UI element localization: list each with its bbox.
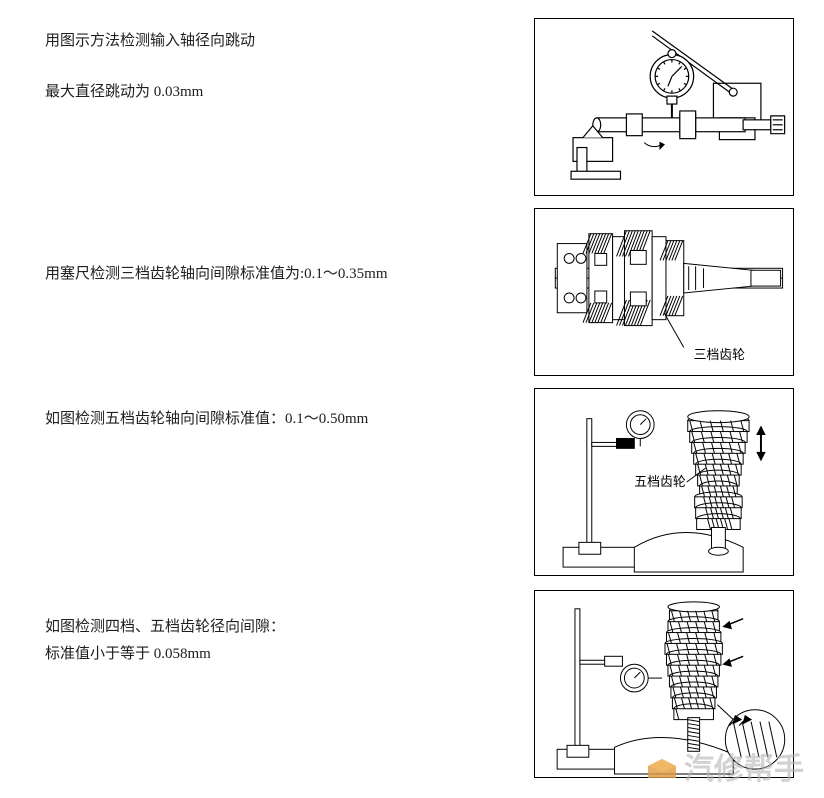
text-line: 如图检测四档、五档齿轮径向间隙： — [45, 614, 534, 641]
diagram-col-1: 三档齿轮 — [534, 196, 794, 376]
text-line — [45, 67, 534, 79]
diagram-vertical-gear-stack: 五档齿轮 — [534, 388, 794, 576]
diagram-dial-indicator-shaft — [534, 18, 794, 196]
instruction-row-2: 如图检测五档齿轮轴向间隙标准值：0.1～0.50mm — [0, 376, 824, 576]
instruction-text-1: 用塞尺检测三档齿轮轴向间隙标准值为:0.1～0.35mm — [45, 196, 534, 288]
instruction-row-1: 用塞尺检测三档齿轮轴向间隙标准值为:0.1～0.35mm — [0, 196, 824, 376]
text-line: 用图示方法检测输入轴径向跳动 — [45, 28, 534, 55]
watermark: 汽修帮手 — [646, 744, 804, 788]
instruction-text-2: 如图检测五档齿轮轴向间隙标准值：0.1～0.50mm — [45, 376, 534, 433]
diagram-gear-cross-section: 三档齿轮 — [534, 208, 794, 376]
diagram-col-2: 五档齿轮 — [534, 376, 794, 576]
text-line: 如图检测五档齿轮轴向间隙标准值：0.1～0.50mm — [45, 406, 534, 433]
text-line: 标准值小于等于 0.058mm — [45, 641, 534, 668]
text-line — [45, 55, 534, 67]
svg-text:五档齿轮: 五档齿轮 — [634, 475, 686, 489]
diagram-col-0 — [534, 0, 794, 196]
svg-text:三档齿轮: 三档齿轮 — [694, 348, 745, 362]
text-line: 用塞尺检测三档齿轮轴向间隙标准值为:0.1～0.35mm — [45, 261, 534, 288]
watermark-icon — [646, 754, 678, 778]
text-line: 最大直径跳动为 0.03mm — [45, 79, 534, 106]
watermark-text: 汽修帮手 — [684, 744, 804, 788]
instruction-text-0: 用图示方法检测输入轴径向跳动最大直径跳动为 0.03mm — [45, 0, 534, 106]
instruction-row-0: 用图示方法检测输入轴径向跳动最大直径跳动为 0.03mm — [0, 0, 824, 196]
instruction-text-3: 如图检测四档、五档齿轮径向间隙：标准值小于等于 0.058mm — [45, 576, 534, 668]
